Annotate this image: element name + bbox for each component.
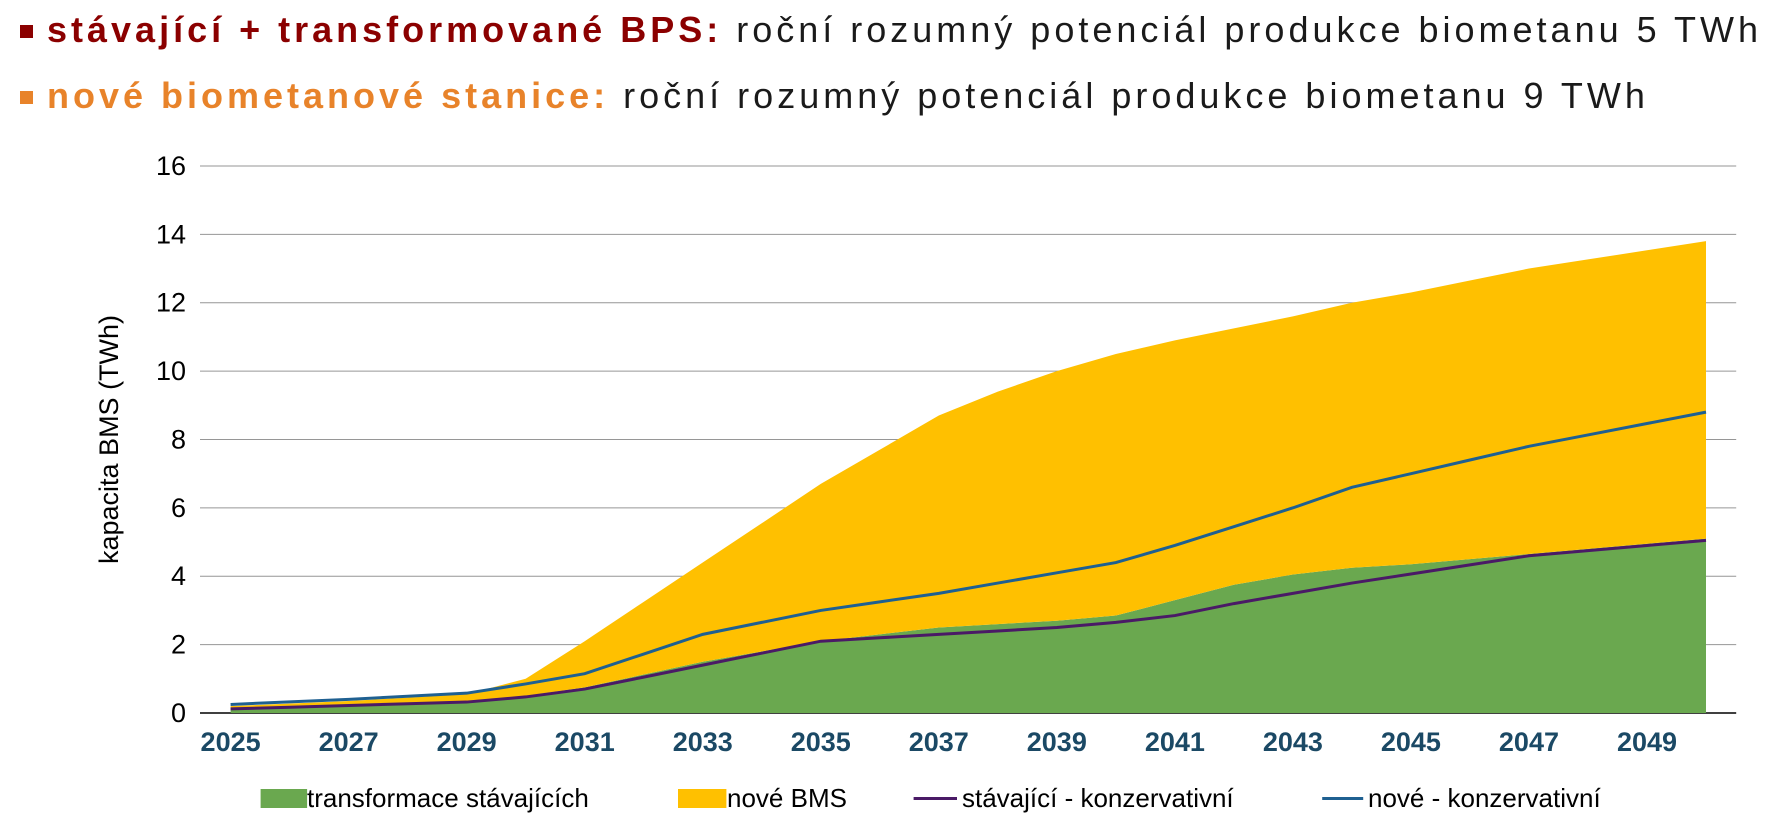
svg-text:nové BMS: nové BMS bbox=[727, 783, 847, 813]
svg-text:2037: 2037 bbox=[909, 727, 969, 757]
svg-text:14: 14 bbox=[156, 219, 186, 249]
svg-text:2045: 2045 bbox=[1381, 727, 1441, 757]
svg-text:2047: 2047 bbox=[1499, 727, 1559, 757]
svg-text:2025: 2025 bbox=[201, 727, 261, 757]
svg-text:2033: 2033 bbox=[673, 727, 733, 757]
svg-text:stávající - konzervativní: stávající - konzervativní bbox=[962, 783, 1234, 813]
svg-text:4: 4 bbox=[171, 561, 186, 591]
svg-text:2027: 2027 bbox=[319, 727, 379, 757]
svg-text:2035: 2035 bbox=[791, 727, 851, 757]
svg-text:2: 2 bbox=[171, 630, 186, 660]
svg-text:2043: 2043 bbox=[1263, 727, 1323, 757]
svg-text:16: 16 bbox=[156, 151, 186, 181]
svg-text:2041: 2041 bbox=[1145, 727, 1205, 757]
svg-text:12: 12 bbox=[156, 288, 186, 318]
svg-text:kapacita BMS (TWh): kapacita BMS (TWh) bbox=[94, 315, 124, 564]
svg-text:8: 8 bbox=[171, 424, 186, 454]
svg-text:0: 0 bbox=[171, 698, 186, 728]
svg-text:2029: 2029 bbox=[437, 727, 497, 757]
svg-text:10: 10 bbox=[156, 356, 186, 386]
svg-text:6: 6 bbox=[171, 493, 186, 523]
svg-text:nové - konzervativní: nové - konzervativní bbox=[1368, 783, 1601, 813]
svg-text:2049: 2049 bbox=[1617, 727, 1677, 757]
svg-text:transformace stávajících: transformace stávajících bbox=[307, 783, 589, 813]
svg-text:2031: 2031 bbox=[555, 727, 615, 757]
svg-text:2039: 2039 bbox=[1027, 727, 1087, 757]
